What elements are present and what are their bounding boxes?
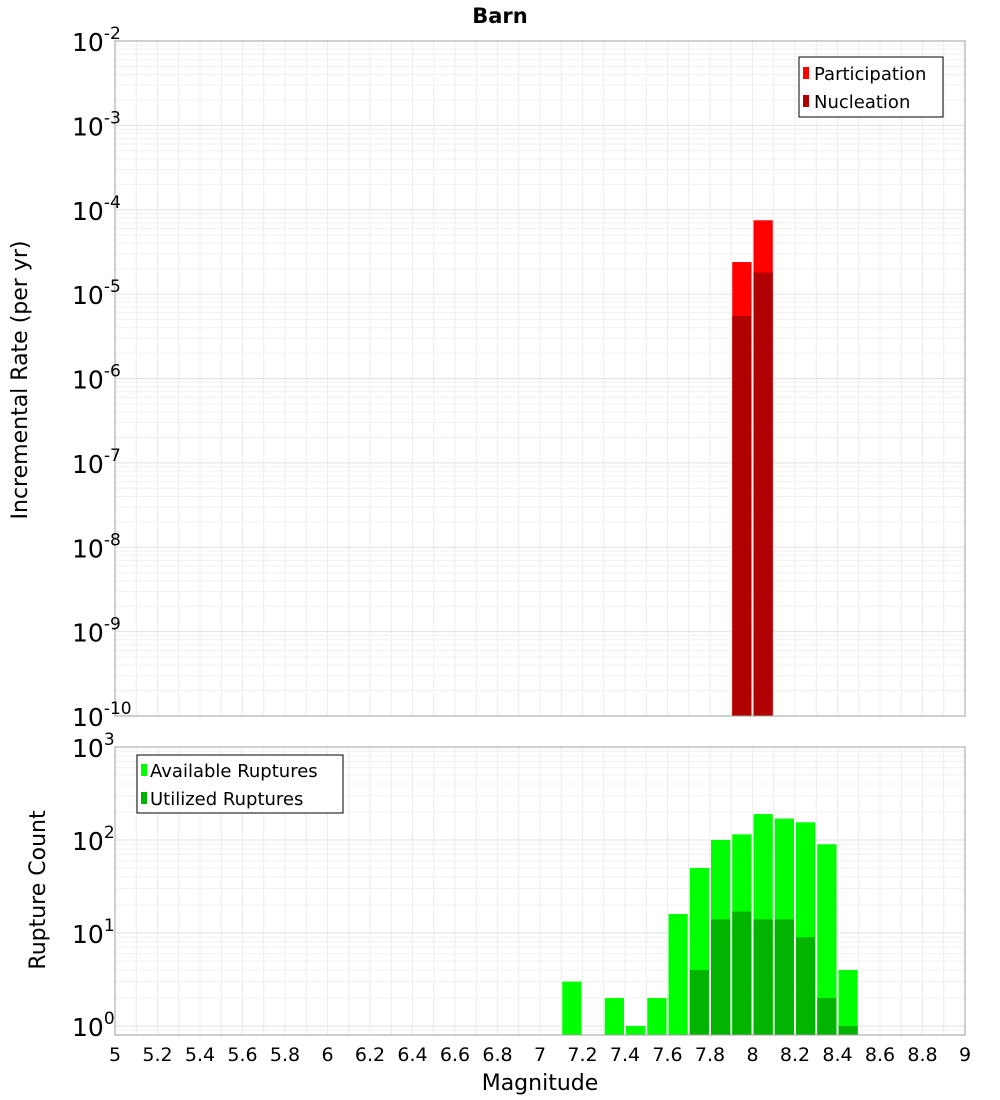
y-tick-label: 103 <box>72 730 115 763</box>
bar-series2-bottom <box>711 919 731 1035</box>
top-bars <box>732 220 773 717</box>
y-tick-label: 10-2 <box>72 24 121 57</box>
x-tick-label: 6 <box>321 1044 333 1066</box>
y-tick-label: 101 <box>72 916 115 949</box>
bottom-y-axis-label: Rupture Count <box>26 810 51 970</box>
legend-swatch-available <box>141 764 147 776</box>
bar-series2-bottom <box>689 969 709 1035</box>
x-tick-label: 5.4 <box>185 1044 215 1066</box>
top-plot: 10-10 10-9 10-8 10-7 10-6 10-5 10-4 10-3 10-2 In… <box>8 24 966 732</box>
x-tick-label: 7.8 <box>695 1044 725 1066</box>
top-plot-frame <box>114 40 966 717</box>
x-tick-label: 7.4 <box>610 1044 640 1066</box>
x-tick-label: 8.6 <box>865 1044 895 1066</box>
y-tick-label: 10-8 <box>72 530 121 563</box>
x-tick-label: 7.6 <box>652 1044 682 1066</box>
y-tick-label: 10-5 <box>72 277 121 310</box>
bar-series1-bottom <box>647 997 667 1035</box>
x-tick-label: 6.2 <box>355 1044 385 1066</box>
legend-label-participation: Participation <box>814 64 926 85</box>
bottom-legend-box <box>136 754 344 814</box>
bar-series1-bottom <box>668 914 688 1035</box>
legend-swatch-utilized <box>141 792 147 804</box>
bottom-y-ticks: 100 101 102 103 <box>72 730 115 1042</box>
legend-label-nucleation: Nucleation <box>814 92 910 113</box>
y-tick-label: 10-7 <box>72 446 121 479</box>
x-axis-label: Magnitude <box>482 1071 599 1096</box>
bottom-plot: 100 101 102 103 5 5.2 5.4 5.6 5.8 6 6.2 6.4 6.6 6.8 7… <box>26 730 971 1096</box>
bar-series1-bottom <box>562 981 582 1035</box>
x-tick-label: 6.8 <box>482 1044 512 1066</box>
bottom-plot-frame <box>114 746 966 1036</box>
bar-series1-bottom <box>817 844 837 1035</box>
y-tick-label: 10-6 <box>72 362 121 395</box>
x-tick-label: 7 <box>534 1044 546 1066</box>
x-tick-label: 6.4 <box>397 1044 427 1066</box>
legend-swatch-participation <box>803 67 809 79</box>
bar-series1-bottom <box>838 969 858 1035</box>
x-ticks: 5 5.2 5.4 5.6 5.8 6 6.2 6.4 6.6 6.8 7 7.2 7.4 7.6 7.8 8… <box>109 1044 971 1066</box>
bar-series2-bottom <box>796 937 816 1035</box>
y-tick-label: 10-3 <box>72 108 121 141</box>
x-tick-label: 5 <box>109 1044 121 1066</box>
x-tick-label: 6.6 <box>440 1044 470 1066</box>
top-y-ticks: 10-10 10-9 10-8 10-7 10-6 10-5 10-4 10-3 10-2 <box>72 24 132 732</box>
legend-swatch-nucleation <box>803 95 809 107</box>
y-tick-label: 10-10 <box>72 699 132 732</box>
chart-title: Barn <box>472 4 527 28</box>
legend-label-available: Available Ruptures <box>150 761 318 782</box>
bar-series2-top <box>732 316 752 716</box>
y-tick-label: 102 <box>72 823 115 856</box>
bar-series2-bottom <box>817 997 837 1035</box>
x-tick-label: 5.8 <box>270 1044 300 1066</box>
top-legend: Participation Nucleation <box>798 56 944 118</box>
bar-series2-top <box>753 272 773 716</box>
top-legend-box <box>798 56 944 118</box>
bar-series2-bottom <box>732 911 752 1035</box>
x-tick-label: 8.4 <box>822 1044 852 1066</box>
x-tick-label: 8.2 <box>780 1044 810 1066</box>
top-y-axis-label: Incremental Rate (per yr) <box>8 241 33 520</box>
bottom-bars <box>562 814 858 1035</box>
x-tick-label: 9 <box>959 1044 971 1066</box>
bar-series2-bottom <box>774 919 794 1035</box>
x-tick-label: 5.6 <box>227 1044 257 1066</box>
y-tick-label: 100 <box>72 1009 115 1042</box>
top-grid <box>114 40 966 717</box>
bar-series2-bottom <box>753 919 773 1035</box>
y-tick-label: 10-4 <box>72 193 121 226</box>
bar-series2-bottom <box>838 1025 858 1035</box>
legend-label-utilized: Utilized Ruptures <box>150 789 303 810</box>
bar-series1-bottom <box>604 997 624 1035</box>
x-tick-label: 8 <box>746 1044 758 1066</box>
x-tick-label: 5.2 <box>142 1044 172 1066</box>
bottom-legend: Available Ruptures Utilized Ruptures <box>136 754 344 814</box>
y-tick-label: 10-9 <box>72 615 121 648</box>
bar-series1-bottom <box>626 1025 646 1035</box>
x-tick-label: 8.8 <box>907 1044 937 1066</box>
x-tick-label: 7.2 <box>567 1044 597 1066</box>
